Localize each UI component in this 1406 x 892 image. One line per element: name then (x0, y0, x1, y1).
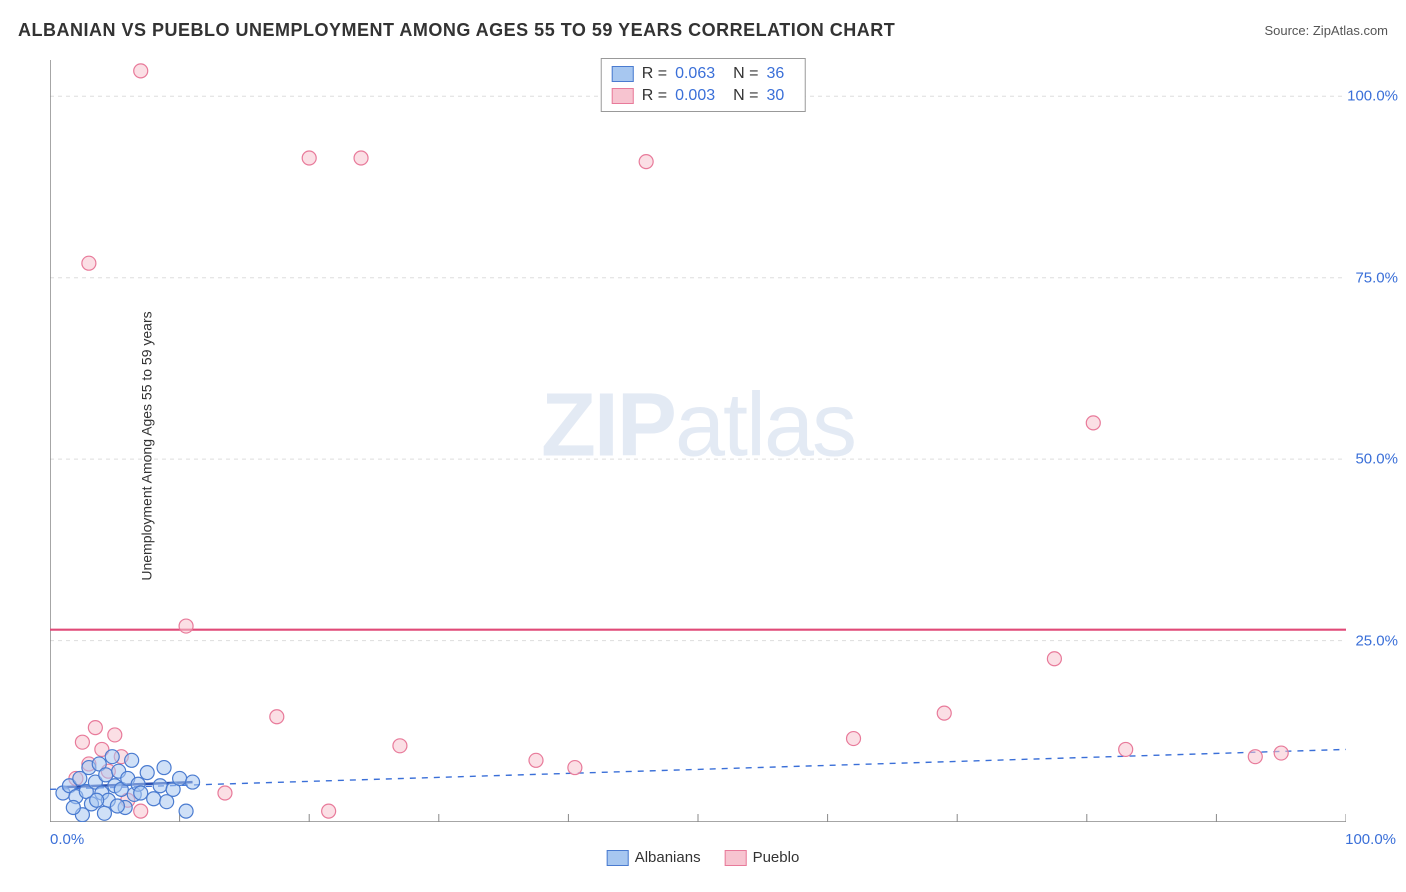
stats-row-albanians: R = 0.063 N = 36 (612, 63, 795, 85)
y-tick-label: 25.0% (1355, 632, 1398, 649)
stats-row-pueblo: R = 0.003 N = 30 (612, 85, 795, 107)
stats-legend: R = 0.063 N = 36 R = 0.003 N = 30 (601, 58, 806, 112)
legend-item-albanians: Albanians (607, 849, 701, 866)
y-tick-label: 75.0% (1355, 269, 1398, 286)
source-attribution: Source: ZipAtlas.com (1264, 23, 1388, 38)
swatch-albanians (612, 66, 634, 82)
n-label: N = (733, 65, 758, 83)
x-axis-max-label: 100.0% (1345, 831, 1396, 848)
r-value-pueblo: 0.003 (675, 87, 715, 105)
bottom-legend: Albanians Pueblo (607, 849, 800, 866)
chart-area: ZIPatlas (50, 60, 1346, 822)
legend-swatch-pueblo (725, 850, 747, 866)
legend-label-albanians: Albanians (635, 849, 701, 866)
n-label: N = (733, 87, 758, 105)
scatter-plot (50, 60, 1346, 822)
y-tick-label: 50.0% (1355, 451, 1398, 468)
n-value-pueblo: 30 (766, 87, 784, 105)
r-value-albanians: 0.063 (675, 65, 715, 83)
legend-swatch-albanians (607, 850, 629, 866)
r-label: R = (642, 87, 667, 105)
legend-label-pueblo: Pueblo (753, 849, 800, 866)
chart-title: ALBANIAN VS PUEBLO UNEMPLOYMENT AMONG AG… (18, 20, 895, 41)
x-axis-min-label: 0.0% (50, 831, 84, 848)
y-tick-label: 100.0% (1347, 88, 1398, 105)
swatch-pueblo (612, 88, 634, 104)
legend-item-pueblo: Pueblo (725, 849, 800, 866)
r-label: R = (642, 65, 667, 83)
n-value-albanians: 36 (766, 65, 784, 83)
